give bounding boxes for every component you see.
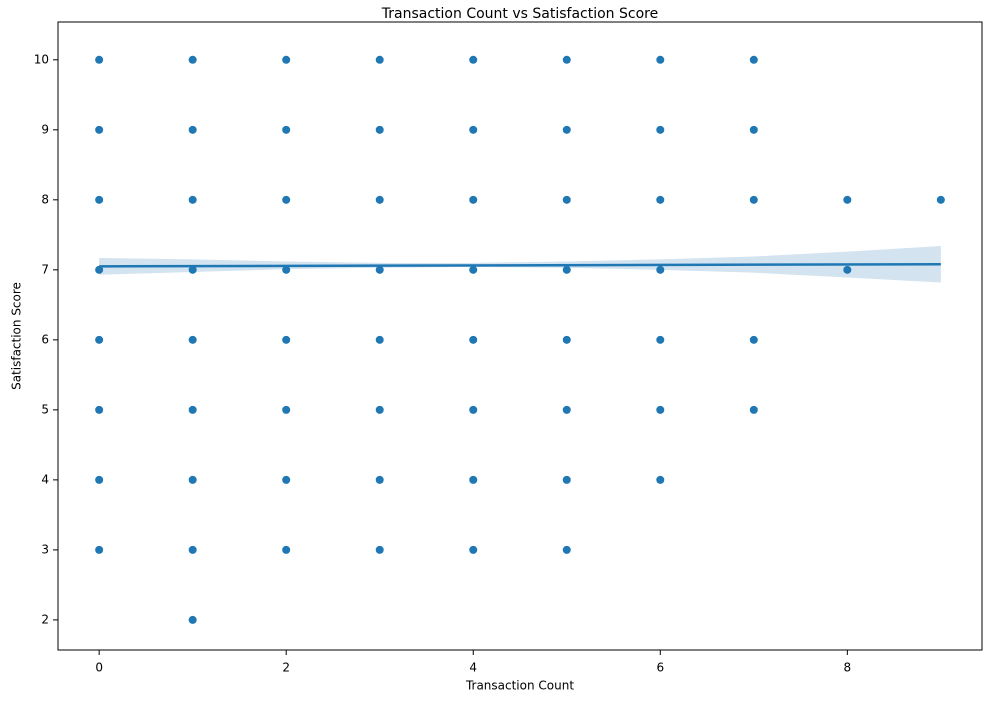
point <box>469 195 478 204</box>
point <box>95 475 104 484</box>
point <box>562 545 571 554</box>
point <box>656 125 665 134</box>
point <box>749 55 758 64</box>
point <box>562 405 571 414</box>
x-tick-label: 8 <box>844 661 852 675</box>
y-tick-label: 6 <box>41 332 49 346</box>
point <box>656 405 665 414</box>
chart-title: Transaction Count vs Satisfaction Score <box>381 6 658 22</box>
point <box>562 195 571 204</box>
x-tick-label: 6 <box>656 661 664 675</box>
point <box>562 265 571 274</box>
point <box>188 55 197 64</box>
point <box>375 195 384 204</box>
x-tick-label: 2 <box>282 661 290 675</box>
point <box>656 195 665 204</box>
point <box>469 265 478 274</box>
point <box>282 405 291 414</box>
point <box>375 55 384 64</box>
point <box>656 265 665 274</box>
point <box>469 545 478 554</box>
point <box>562 125 571 134</box>
point <box>95 125 104 134</box>
point <box>188 265 197 274</box>
point <box>936 195 945 204</box>
point <box>188 615 197 624</box>
point <box>562 475 571 484</box>
point <box>843 265 852 274</box>
point <box>95 55 104 64</box>
y-axis-label: Satisfaction Score <box>10 282 24 390</box>
y-tick-label: 2 <box>41 612 49 626</box>
point <box>375 335 384 344</box>
point <box>188 195 197 204</box>
point <box>95 405 104 414</box>
point <box>282 545 291 554</box>
point <box>282 55 291 64</box>
point <box>469 475 478 484</box>
point <box>562 55 571 64</box>
point <box>375 545 384 554</box>
point <box>282 335 291 344</box>
point <box>749 335 758 344</box>
point <box>188 335 197 344</box>
point <box>749 195 758 204</box>
point <box>469 405 478 414</box>
point <box>375 265 384 274</box>
x-axis-label: Transaction Count <box>465 679 574 693</box>
point <box>95 545 104 554</box>
point <box>656 335 665 344</box>
y-tick-label: 3 <box>41 542 49 556</box>
y-tick-label: 7 <box>41 262 49 276</box>
point <box>282 195 291 204</box>
point <box>656 55 665 64</box>
y-tick-label: 4 <box>41 472 49 486</box>
point <box>469 125 478 134</box>
point <box>749 125 758 134</box>
y-tick-label: 5 <box>41 402 49 416</box>
y-tick-label: 8 <box>41 192 49 206</box>
point <box>282 265 291 274</box>
point <box>375 125 384 134</box>
x-tick-label: 4 <box>469 661 477 675</box>
y-tick-label: 9 <box>41 122 49 136</box>
point <box>282 125 291 134</box>
point <box>188 405 197 414</box>
point <box>188 125 197 134</box>
point <box>562 335 571 344</box>
point <box>749 405 758 414</box>
point <box>375 475 384 484</box>
point <box>95 265 104 274</box>
point <box>469 335 478 344</box>
point <box>188 545 197 554</box>
point <box>656 475 665 484</box>
point <box>95 335 104 344</box>
y-tick-label: 10 <box>34 52 49 66</box>
point <box>282 475 291 484</box>
regression-line <box>99 262 941 268</box>
point <box>188 475 197 484</box>
plot-frame <box>57 21 983 651</box>
point <box>843 195 852 204</box>
point <box>375 405 384 414</box>
point <box>95 195 104 204</box>
point <box>469 55 478 64</box>
x-tick-label: 0 <box>95 661 103 675</box>
